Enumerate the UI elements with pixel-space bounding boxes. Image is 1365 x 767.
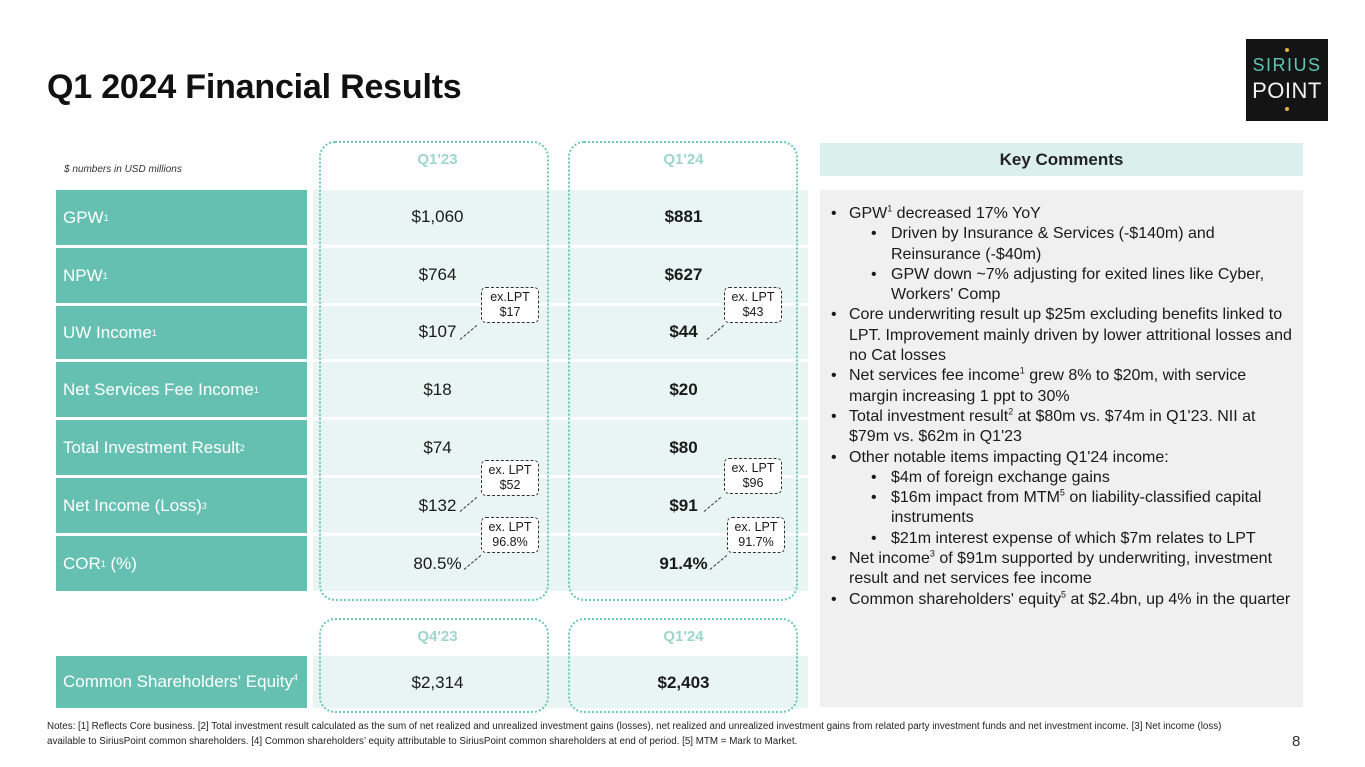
value-net-income-q1-23: $132	[418, 496, 457, 515]
key-comments-header: Key Comments	[820, 143, 1303, 176]
row-label-uw-income: UW Income 1	[56, 306, 307, 359]
comment-services-fee: Net services fee income1 grew 8% to $20m…	[829, 366, 1299, 407]
units-note: $ numbers in USD millions	[64, 164, 182, 175]
col-frame-q1-24-equity	[568, 618, 798, 713]
comment-fx-gains: $4m of foreign exchange gains	[829, 468, 1299, 489]
callout-uw-income-q1-24: ex. LPT $43	[724, 287, 782, 323]
page-number: 8	[1292, 733, 1301, 750]
comment-net-income: Net income3 of $91m supported by underwr…	[829, 549, 1299, 590]
value-uw-income-q1-23: $107	[418, 322, 457, 341]
callout-cor-q1-23: ex. LPT 96.8%	[481, 517, 539, 553]
value-nsfi-q1-24: $20	[669, 380, 698, 399]
row-label-net-services-fee-income: Net Services Fee Income 1	[56, 362, 307, 417]
logo-line2: POINT	[1252, 78, 1322, 103]
comment-gpw: GPW1 decreased 17% YoY	[829, 204, 1299, 225]
page-title: Q1 2024 Financial Results	[47, 68, 462, 106]
comment-other-items: Other notable items impacting Q1'24 inco…	[829, 448, 1299, 469]
comment-interest-expense: $21m interest expense of which $7m relat…	[829, 529, 1299, 550]
row-band-net-services-fee-income	[313, 362, 808, 417]
comment-underwriting: Core underwriting result up $25m excludi…	[829, 305, 1299, 366]
col-header-q1-23: Q1'23	[417, 151, 458, 168]
comment-gpw-detail-1: Driven by Insurance & Services (-$140m) …	[829, 224, 1299, 265]
row-label-common-shareholders-equity: Common Shareholders' Equity4	[56, 656, 307, 708]
callout-uw-income-q1-23: ex.LPT $17	[481, 287, 539, 323]
key-comments-list: GPW1 decreased 17% YoY Driven by Insuran…	[829, 204, 1299, 610]
value-gpw-q1-24: $881	[664, 207, 703, 226]
row-label-net-income: Net Income (Loss) 3	[56, 478, 307, 533]
col-header-q4-23: Q4'23	[417, 628, 458, 645]
col-header-q1-24: Q1'24	[663, 151, 704, 168]
comment-gpw-detail-2: GPW down ~7% adjusting for exited lines …	[829, 265, 1299, 306]
callout-net-income-q1-23: ex. LPT $52	[481, 460, 539, 496]
col-frame-q1-23	[319, 141, 549, 601]
value-tir-q1-24: $80	[669, 438, 698, 457]
row-label-gpw: GPW 1	[56, 190, 307, 245]
value-equity-q4-23: $2,314	[411, 673, 464, 692]
callout-cor-q1-24: ex. LPT 91.7%	[727, 517, 785, 553]
logo-line1: SIRIUS	[1252, 55, 1322, 75]
row-band-cor	[313, 536, 808, 591]
comment-mtm-impact: $16m impact from MTM5 on liability-class…	[829, 488, 1299, 529]
value-uw-income-q1-24: $44	[669, 322, 698, 341]
value-net-income-q1-24: $91	[669, 496, 698, 515]
value-npw-q1-23: $764	[418, 265, 457, 284]
siriuspoint-logo: SIRIUS POINT	[1246, 39, 1328, 121]
value-cor-q1-23: 80.5%	[413, 554, 462, 573]
logo-dot-bottom	[1285, 107, 1289, 111]
col-header-q1-24-equity: Q1'24	[663, 628, 704, 645]
logo-dot-top	[1285, 48, 1289, 52]
col-frame-q4-23-equity	[319, 618, 549, 713]
row-band-gpw	[313, 190, 808, 245]
value-tir-q1-23: $74	[423, 438, 452, 457]
row-label-total-investment-result: Total Investment Result 2	[56, 420, 307, 475]
value-gpw-q1-23: $1,060	[411, 207, 464, 226]
value-equity-q1-24: $2,403	[657, 673, 710, 692]
value-npw-q1-24: $627	[664, 265, 703, 284]
value-cor-q1-24: 91.4%	[659, 554, 708, 573]
row-band-equity	[313, 656, 808, 708]
comment-investment-result: Total investment result2 at $80m vs. $74…	[829, 407, 1299, 448]
value-nsfi-q1-23: $18	[423, 380, 452, 399]
comment-equity: Common shareholders' equity5 at $2.4bn, …	[829, 590, 1299, 611]
col-frame-q1-24	[568, 141, 798, 601]
row-label-cor: COR 1 (%)	[56, 536, 307, 591]
row-label-npw: NPW 1	[56, 248, 307, 303]
footnotes: Notes: [1] Reflects Core business. [2] T…	[47, 721, 1222, 747]
callout-net-income-q1-24: ex. LPT $96	[724, 458, 782, 494]
